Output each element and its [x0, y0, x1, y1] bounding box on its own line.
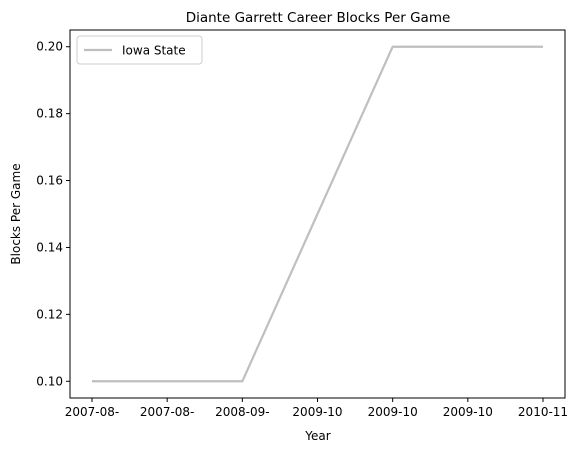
y-tick-label: 0.16 — [36, 174, 63, 188]
x-tick-label: 2009-10 — [368, 405, 418, 419]
y-axis: 0.10 0.12 0.14 0.16 0.18 0.20 — [36, 40, 70, 388]
legend-box — [76, 35, 203, 65]
x-tick-label: 2009-10 — [443, 405, 493, 419]
x-tick-label: 2007-08- — [140, 405, 194, 419]
x-axis: 2007-08- 2007-08- 2008-09- 2009-10 2009-10 20… — [65, 398, 568, 419]
x-tick-label: 2008-09- — [215, 405, 269, 419]
y-tick-label: 0.20 — [36, 40, 63, 54]
y-tick-label: 0.18 — [36, 107, 63, 121]
chart-title: Diante Garrett Career Blocks Per Game — [186, 10, 451, 26]
x-tick-label: 2009-10 — [292, 405, 342, 419]
legend: Iowa State — [76, 35, 203, 65]
x-tick-label: 2010-11 — [518, 405, 568, 419]
y-tick-label: 0.14 — [36, 240, 63, 254]
x-axis-label: Year — [304, 429, 330, 443]
x-tick-label: 2007-08- — [65, 405, 119, 419]
legend-label-iowa-state: Iowa State — [122, 44, 186, 58]
series-line-0 — [92, 45, 543, 383]
y-tick-label: 0.10 — [36, 374, 63, 388]
y-tick-label: 0.12 — [36, 307, 63, 321]
series-layer — [92, 45, 543, 383]
y-axis-label: Blocks Per Game — [9, 163, 23, 264]
